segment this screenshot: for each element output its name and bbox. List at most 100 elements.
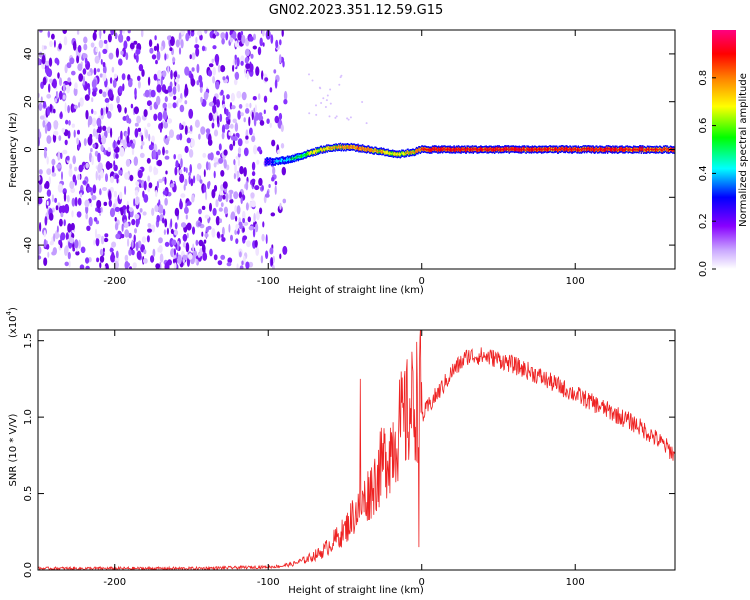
noise-blob bbox=[162, 70, 167, 78]
noise-blob bbox=[128, 214, 131, 221]
noise-blob bbox=[64, 261, 69, 267]
y-tick-label: 1.0 bbox=[23, 409, 34, 425]
noise-blob bbox=[184, 178, 188, 187]
ridge-core bbox=[593, 149, 596, 152]
noise-blob bbox=[153, 73, 158, 81]
noise-blob bbox=[124, 185, 127, 195]
noise-blob bbox=[115, 153, 119, 159]
ridge-core bbox=[606, 147, 608, 150]
x-tick-label: -100 bbox=[257, 276, 280, 287]
snr-series-line bbox=[38, 330, 675, 570]
ridge-core bbox=[599, 148, 601, 150]
noise-blob bbox=[221, 124, 226, 134]
noise-blob bbox=[199, 179, 203, 184]
noise-blob bbox=[151, 54, 157, 60]
noise-blob bbox=[234, 40, 238, 48]
noise-blob bbox=[174, 166, 178, 176]
ridge-core bbox=[471, 147, 474, 150]
noise-blob bbox=[167, 85, 173, 93]
noise-blob bbox=[87, 136, 93, 146]
noise-blob bbox=[165, 149, 169, 154]
snr-frame bbox=[37, 329, 676, 571]
noise-blob bbox=[118, 85, 123, 94]
noise-blob bbox=[166, 227, 169, 235]
noise-blob bbox=[82, 180, 87, 186]
ridge-core bbox=[553, 149, 555, 151]
ridge-core bbox=[324, 149, 326, 151]
noise-blob bbox=[245, 108, 250, 114]
noise-blob bbox=[66, 194, 70, 203]
ridge-core bbox=[280, 159, 283, 161]
noise-blob bbox=[111, 241, 117, 248]
noise-blob bbox=[52, 207, 55, 213]
noise-blob bbox=[259, 37, 263, 47]
ridge-core bbox=[572, 148, 574, 150]
stray-point bbox=[315, 104, 317, 107]
noise-blob bbox=[179, 169, 183, 175]
noise-blob bbox=[102, 91, 107, 98]
noise-blob bbox=[243, 117, 246, 123]
ridge-core bbox=[504, 147, 507, 150]
stray-point bbox=[340, 74, 343, 77]
noise-blob bbox=[241, 91, 247, 101]
noise-blob bbox=[254, 185, 260, 191]
ridge-core bbox=[289, 158, 291, 161]
ridge-core bbox=[445, 148, 448, 151]
noise-blob bbox=[155, 189, 158, 198]
noise-blob bbox=[66, 62, 72, 69]
ridge-core bbox=[360, 147, 362, 149]
noise-blob bbox=[226, 94, 230, 100]
noise-blob bbox=[236, 170, 240, 179]
noise-blob bbox=[216, 99, 220, 108]
ridge-core bbox=[382, 150, 384, 153]
noise-blob bbox=[92, 184, 97, 194]
noise-blob bbox=[231, 105, 236, 110]
ridge-core bbox=[276, 160, 279, 162]
noise-blob bbox=[281, 30, 284, 37]
ridge-core bbox=[518, 148, 520, 150]
noise-blob bbox=[43, 229, 46, 238]
noise-blob bbox=[159, 253, 164, 263]
ridge-core bbox=[641, 148, 643, 150]
noise-blob bbox=[218, 143, 222, 151]
ridge-core bbox=[325, 148, 327, 150]
noise-blob bbox=[143, 194, 149, 203]
ridge-core bbox=[342, 145, 344, 148]
noise-blob bbox=[80, 246, 86, 254]
noise-blob bbox=[250, 192, 255, 199]
noise-blob bbox=[237, 110, 241, 120]
ridge-core bbox=[408, 152, 410, 155]
noise-blob bbox=[46, 200, 49, 206]
ridge-core bbox=[593, 148, 595, 151]
noise-blob bbox=[126, 114, 129, 124]
noise-blob bbox=[255, 211, 260, 221]
noise-blob bbox=[212, 96, 217, 106]
noise-blob bbox=[78, 142, 82, 148]
noise-blob bbox=[229, 198, 234, 204]
x-tick-label: 0 bbox=[419, 577, 425, 588]
noise-blob bbox=[158, 178, 164, 183]
noise-blob bbox=[173, 154, 176, 160]
noise-blob bbox=[251, 171, 256, 177]
ridge-core bbox=[657, 149, 659, 151]
noise-blob bbox=[143, 258, 148, 264]
noise-blob bbox=[137, 127, 142, 132]
noise-blob bbox=[238, 191, 242, 199]
ridge-core bbox=[568, 149, 570, 151]
ridge-core bbox=[514, 148, 516, 151]
noise-blob bbox=[172, 258, 177, 264]
noise-blob bbox=[53, 108, 56, 114]
noise-blob bbox=[167, 102, 173, 109]
ridge-core bbox=[336, 146, 339, 149]
noise-blob bbox=[102, 72, 107, 82]
noise-blob bbox=[74, 82, 78, 90]
ridge-core bbox=[391, 152, 393, 155]
ridge-core bbox=[476, 149, 478, 151]
noise-blob bbox=[58, 218, 63, 227]
noise-blob bbox=[38, 197, 43, 205]
ridge-core bbox=[459, 148, 461, 151]
y-tick-label: 0 bbox=[23, 146, 34, 152]
ridge-core bbox=[576, 149, 579, 151]
noise-blob bbox=[259, 207, 263, 215]
